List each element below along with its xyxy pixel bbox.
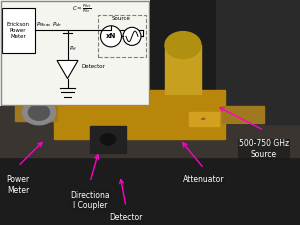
Bar <box>90 126 126 153</box>
Circle shape <box>22 100 56 125</box>
Polygon shape <box>0 101 300 157</box>
Text: Directiona
l Coupler: Directiona l Coupler <box>70 191 110 210</box>
Bar <box>189 112 219 126</box>
Circle shape <box>28 105 50 120</box>
Polygon shape <box>216 0 300 124</box>
Circle shape <box>165 32 201 58</box>
Text: 500-750 GHz
Source: 500-750 GHz Source <box>239 139 289 159</box>
Polygon shape <box>54 90 225 139</box>
Text: Detector: Detector <box>109 214 143 223</box>
Bar <box>222 106 264 123</box>
Bar <box>15 104 57 122</box>
Bar <box>165 45 201 94</box>
Circle shape <box>100 134 116 145</box>
Text: Power
Meter: Power Meter <box>6 175 30 195</box>
Text: att: att <box>201 117 207 121</box>
Text: Attenuator: Attenuator <box>183 175 225 184</box>
